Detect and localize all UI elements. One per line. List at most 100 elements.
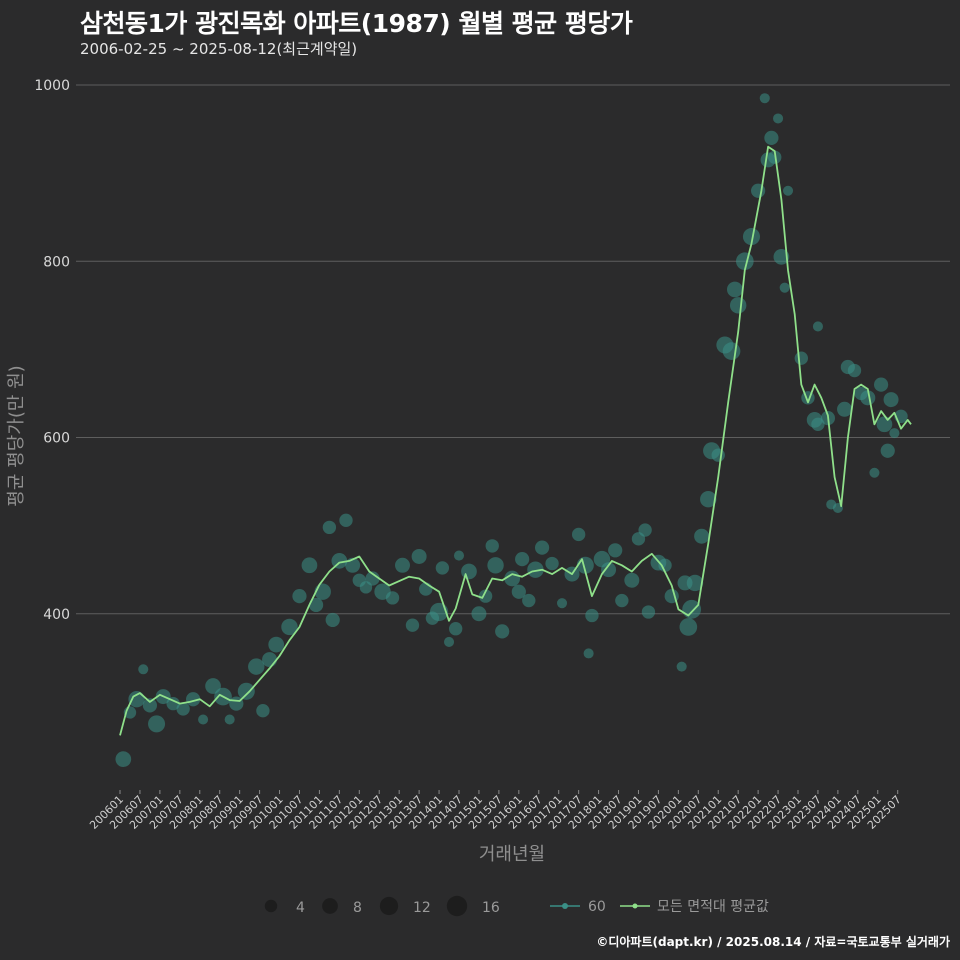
point-5	[148, 715, 166, 733]
legend-item-60: 60	[550, 899, 606, 915]
point-115	[880, 443, 895, 458]
point-89	[742, 228, 760, 246]
average-line-path	[119, 145, 912, 736]
legend: 4 8 12 16 60 모든 면적대 평균값	[264, 895, 769, 917]
point-98	[783, 185, 794, 196]
y-axis-title: 평균 평당가(만 원)	[6, 365, 27, 506]
legend-average-point	[632, 903, 638, 909]
point-60	[571, 527, 586, 542]
point-37	[411, 548, 427, 564]
y-tick-800: 800	[43, 254, 70, 270]
point-21	[292, 589, 307, 604]
point-80	[694, 528, 710, 544]
size-legend-dot-12	[379, 896, 399, 916]
size-legend-dot-16	[446, 895, 468, 917]
point-45	[461, 563, 477, 580]
point-10	[198, 714, 209, 725]
point-99	[794, 351, 808, 365]
legend-60-point	[562, 903, 568, 909]
point-116	[883, 392, 899, 408]
point-79	[686, 574, 704, 592]
size-legend-label-4: 4	[296, 900, 305, 916]
point-62	[583, 648, 594, 659]
y-axis-ticks: 400 600 800 1000	[34, 78, 70, 623]
x-axis-title: 거래년월	[479, 844, 545, 865]
size-legend: 4 8 12 16	[264, 895, 500, 917]
grid-lines	[76, 84, 950, 615]
point-67	[615, 593, 629, 608]
size-legend-dot-4	[264, 899, 278, 913]
point-83	[711, 448, 725, 462]
legend-average-label: 모든 면적대 평균값	[657, 899, 769, 915]
point-97	[779, 282, 790, 293]
point-0	[115, 751, 132, 768]
point-47	[478, 589, 493, 603]
point-112	[869, 467, 880, 478]
point-4	[142, 698, 158, 713]
point-34	[385, 591, 400, 605]
point-49	[487, 557, 504, 574]
point-75	[676, 661, 687, 672]
point-22	[301, 557, 318, 574]
point-41	[435, 561, 450, 575]
point-93	[764, 130, 779, 145]
point-27	[331, 553, 348, 569]
point-117	[889, 428, 900, 439]
legend-item-average: 모든 면적대 평균값	[620, 899, 769, 915]
point-46	[471, 606, 487, 622]
point-90	[751, 183, 766, 198]
point-26	[325, 612, 340, 628]
size-legend-dot-8	[322, 898, 338, 914]
point-86	[726, 281, 743, 298]
point-102	[811, 417, 825, 431]
point-53	[515, 552, 530, 567]
point-68	[624, 572, 640, 588]
average-line	[119, 145, 912, 736]
point-32	[365, 571, 380, 586]
size-legend-label-12: 12	[413, 900, 431, 916]
point-54	[522, 593, 536, 608]
point-35	[395, 557, 410, 573]
y-tick-1000: 1000	[34, 78, 70, 94]
point-3	[138, 664, 149, 675]
point-28	[339, 513, 353, 528]
point-52	[511, 584, 526, 599]
point-66	[608, 543, 623, 558]
point-87	[729, 297, 747, 314]
point-63	[585, 608, 599, 623]
point-96	[773, 248, 790, 265]
point-25	[322, 520, 337, 535]
source-credit: ©디아파트(dapt.kr) / 2025.08.14 / 자료=국토교통부 실…	[596, 935, 950, 949]
x-axis-ticks: 2006012006072007012007072008012008072009…	[87, 790, 904, 832]
point-56	[534, 540, 550, 555]
point-95	[773, 113, 784, 124]
point-11	[205, 678, 221, 694]
point-73	[658, 558, 672, 572]
point-18	[262, 652, 278, 668]
y-tick-400: 400	[43, 607, 70, 623]
point-16	[248, 658, 265, 675]
point-23	[308, 597, 324, 613]
point-109	[847, 363, 862, 378]
point-65	[601, 562, 617, 578]
point-19	[268, 636, 285, 653]
point-7	[166, 696, 180, 711]
point-111	[860, 390, 876, 406]
chart-subtitle: 2006-02-25 ~ 2025-08-12(최근계약일)	[80, 40, 358, 58]
point-107	[837, 401, 853, 417]
point-57	[545, 556, 559, 571]
point-50	[495, 624, 510, 639]
point-13	[224, 714, 235, 725]
point-43	[449, 622, 463, 636]
chart-title: 삼천동1가 광진목화 아파트(1987) 월별 평균 평당가	[80, 9, 633, 38]
point-20	[281, 618, 298, 636]
point-44	[453, 550, 465, 561]
point-58	[557, 598, 568, 609]
point-77	[679, 618, 698, 636]
point-85	[722, 342, 741, 360]
point-81	[700, 490, 717, 508]
y-tick-600: 600	[43, 431, 70, 447]
point-36	[405, 618, 420, 632]
scatter-points	[115, 93, 908, 768]
legend-60-label: 60	[588, 899, 606, 915]
